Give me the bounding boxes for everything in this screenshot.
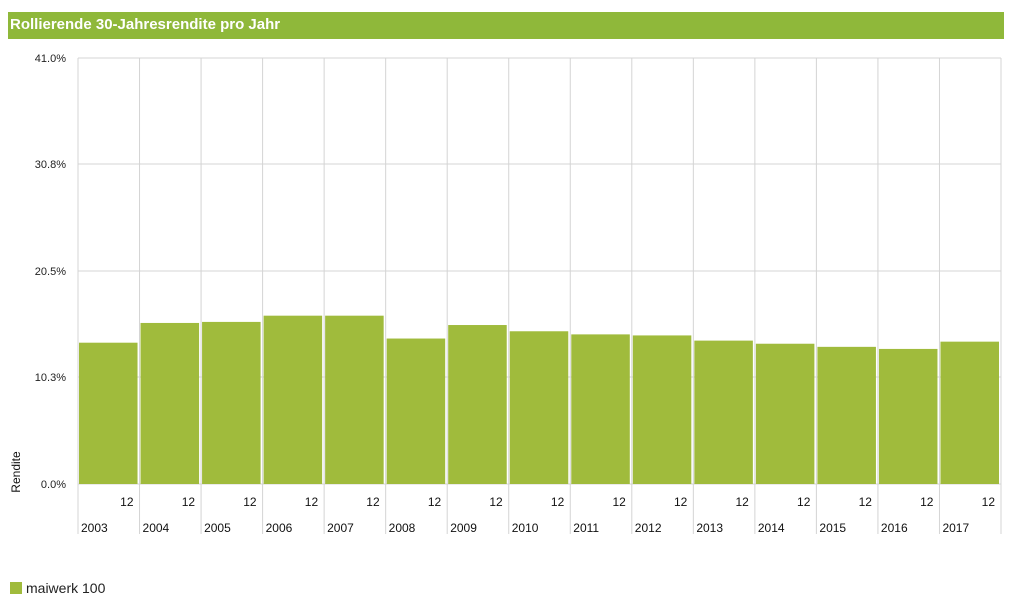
x-tick-label: 2008 <box>389 521 416 535</box>
legend-label: maiwerk 100 <box>26 580 106 596</box>
x-tick-label: 2005 <box>204 521 231 535</box>
month-tick-label: 12 <box>920 495 934 509</box>
y-tick-label: 10.3% <box>35 372 66 384</box>
month-tick-label: 12 <box>674 495 688 509</box>
bar <box>79 342 138 484</box>
y-axis-label: Rendite <box>9 451 23 493</box>
x-tick-label: 2009 <box>450 521 477 535</box>
month-tick-label: 12 <box>243 495 257 509</box>
month-tick-label: 12 <box>428 495 442 509</box>
bar <box>386 338 446 484</box>
month-tick-label: 12 <box>551 495 565 509</box>
bar <box>755 343 815 484</box>
month-tick-label: 12 <box>305 495 319 509</box>
bar <box>632 335 692 484</box>
chart-title: Rollierende 30-Jahresrendite pro Jahr <box>10 16 281 33</box>
y-tick-label: 20.5% <box>35 266 66 278</box>
legend-swatch <box>10 582 22 594</box>
x-tick-label: 2006 <box>266 521 293 535</box>
x-tick-label: 2004 <box>143 521 170 535</box>
legend: maiwerk 100 <box>10 580 105 596</box>
chart-title-bar: Rollierende 30-Jahresrendite pro Jahr <box>8 12 1004 39</box>
x-tick-label: 2014 <box>758 521 785 535</box>
bar <box>878 348 938 484</box>
month-tick-label: 12 <box>736 495 750 509</box>
x-tick-label: 2011 <box>573 521 599 535</box>
y-tick-label: 0.0% <box>41 479 66 491</box>
bar <box>140 322 200 484</box>
x-tick-label: 2012 <box>635 521 662 535</box>
month-tick-label: 12 <box>859 495 873 509</box>
bar <box>263 315 323 484</box>
y-tick-label: 41.0% <box>35 53 66 65</box>
bar <box>694 340 753 484</box>
bar <box>202 321 261 484</box>
month-tick-label: 12 <box>612 495 626 509</box>
x-tick-label: 2007 <box>327 521 354 535</box>
bar <box>940 341 999 484</box>
month-tick-label: 12 <box>982 495 996 509</box>
x-tick-label: 2013 <box>696 521 723 535</box>
month-tick-label: 12 <box>182 495 196 509</box>
month-tick-label: 12 <box>489 495 503 509</box>
month-tick-label: 12 <box>366 495 380 509</box>
bar <box>509 331 569 484</box>
x-tick-label: 2015 <box>819 521 846 535</box>
month-tick-label: 12 <box>120 495 134 509</box>
bar <box>325 315 384 484</box>
x-tick-label: 2016 <box>881 521 908 535</box>
x-tick-label: 2010 <box>512 521 539 535</box>
bar <box>571 334 630 484</box>
month-tick-label: 12 <box>797 495 811 509</box>
bar <box>448 325 507 484</box>
y-tick-label: 30.8% <box>35 159 66 171</box>
x-tick-label: 2017 <box>942 521 969 535</box>
x-tick-label: 2003 <box>81 521 108 535</box>
bar <box>817 346 876 484</box>
